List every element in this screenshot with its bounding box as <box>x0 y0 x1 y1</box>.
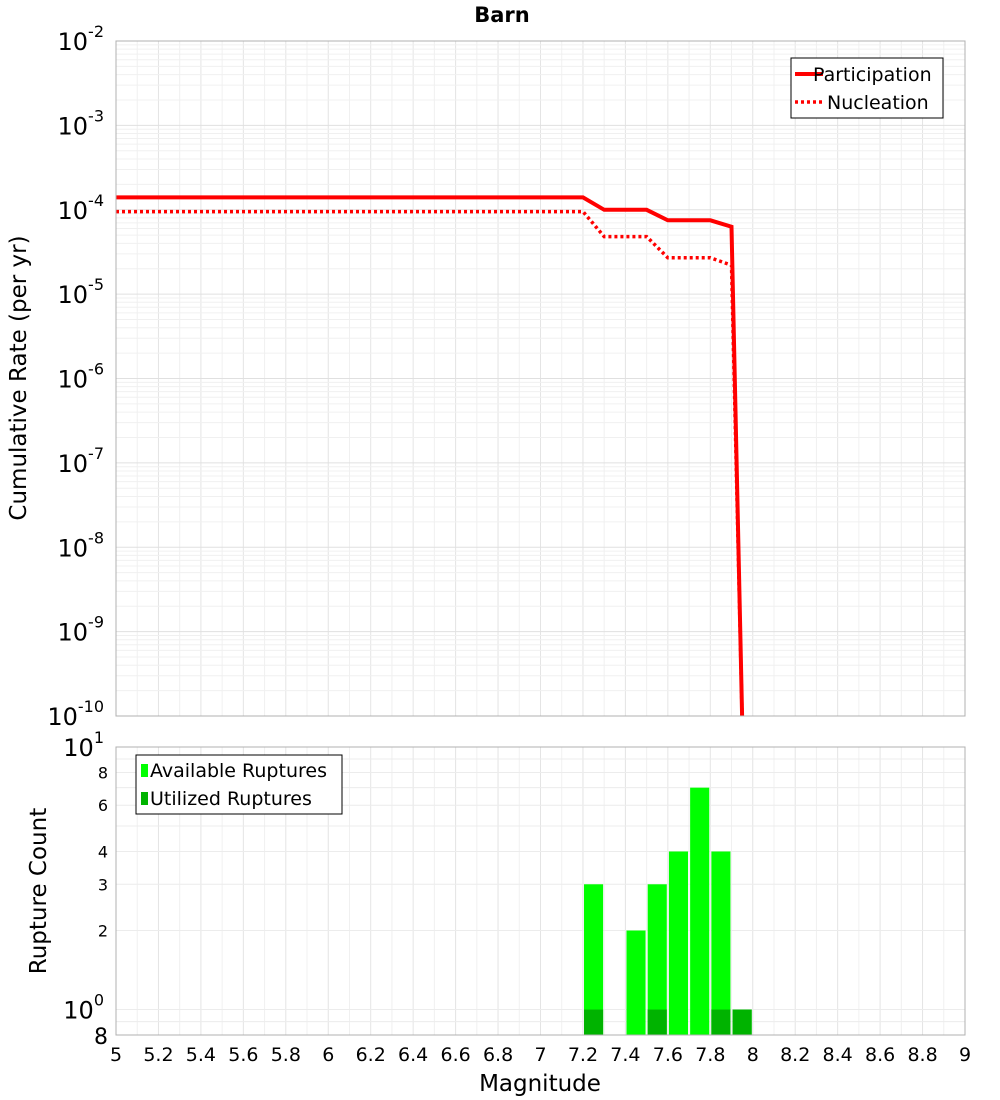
rate-legend-box <box>790 57 944 119</box>
legend-label-utilized-ruptures: Utilized Ruptures <box>150 788 312 810</box>
x-tick-label: 7.8 <box>695 1044 725 1066</box>
rate-y-tick-exponent: -6 <box>88 360 104 379</box>
rate-y-tick-label: 10-7 <box>58 444 105 478</box>
rate-y-tick-base: 10 <box>47 703 78 731</box>
count-plot-grid <box>115 746 966 1036</box>
rate-y-tick-exponent: -10 <box>78 697 104 716</box>
x-tick-label: 6 <box>322 1044 334 1066</box>
rate-y-tick-label: 10-4 <box>58 191 105 225</box>
bar-available-ruptures <box>584 884 604 1035</box>
x-tick-label: 5.4 <box>186 1044 216 1066</box>
rate-y-tick-label: 10-5 <box>58 275 105 309</box>
count-y-tick-base: 10 <box>63 734 94 762</box>
rate-plot-frame <box>115 40 966 717</box>
bar-available-ruptures <box>626 930 646 1035</box>
rate-y-tick-base: 10 <box>58 534 89 562</box>
chart-title: Barn <box>474 3 529 27</box>
count-y-tick-label: 101 <box>63 728 104 762</box>
rate-y-tick-label: 10-2 <box>58 22 105 56</box>
x-tick-label: 7 <box>534 1044 546 1066</box>
x-tick-label: 5.2 <box>143 1044 173 1066</box>
bar-utilized-ruptures <box>584 1009 604 1035</box>
x-tick-label: 6.6 <box>440 1044 470 1066</box>
rate-y-tick-label: 10-10 <box>47 697 104 731</box>
rate-y-tick-exponent: -5 <box>88 275 104 294</box>
count-y-tick-label: 8 <box>98 763 108 782</box>
rate-y-tick-label: 10-6 <box>58 360 105 394</box>
x-tick-label: 8.6 <box>865 1044 895 1066</box>
count-y-tick-label: 3 <box>98 875 108 894</box>
count-y-tick-label: 6 <box>98 796 108 815</box>
rate-y-tick-exponent: -4 <box>88 191 104 210</box>
rate-y-tick-exponent: -2 <box>88 22 104 41</box>
rate-y-tick-base: 10 <box>58 281 89 309</box>
count-bars-group <box>584 787 752 1035</box>
count-legend-box <box>135 754 343 815</box>
x-tick-label: 8 <box>747 1044 759 1066</box>
x-tick-label: 5.8 <box>271 1044 301 1066</box>
legend-swatch-utilized-ruptures <box>141 792 148 805</box>
x-tick-label: 7.2 <box>568 1044 598 1066</box>
legend-swatch-available-ruptures <box>141 764 148 777</box>
rate-y-tick-base: 10 <box>58 619 89 647</box>
rate-y-tick-exponent: -9 <box>88 613 104 632</box>
bar-available-ruptures <box>690 787 710 1035</box>
count-y-tick-exponent: 1 <box>94 728 104 747</box>
x-tick-label: 8.4 <box>823 1044 853 1066</box>
x-ticks: 5 5.2 5.4 5.6 5.8 6 6.2 6.4 6.6 6.8 7 7.2 7.4 7.6 7.8 8… <box>110 1044 971 1066</box>
rate-y-tick-exponent: -7 <box>88 444 104 463</box>
count-y-tick-label: 2 <box>98 922 108 941</box>
legend-label-participation: Participation <box>813 64 932 86</box>
x-tick-label: 6.4 <box>398 1044 428 1066</box>
legend-label-available-ruptures: Available Ruptures <box>150 760 327 782</box>
rate-series-group <box>116 195 745 717</box>
rate-y-tick-base: 10 <box>58 28 89 56</box>
rate-y-tick-base: 10 <box>58 197 89 225</box>
count-y-axis-label: Rupture Count <box>26 808 52 974</box>
rate-legend: Participation Nucleation <box>790 57 944 119</box>
x-axis-label: Magnitude <box>479 1071 601 1097</box>
x-tick-label: 9 <box>959 1044 971 1066</box>
x-tick-label: 7.6 <box>653 1044 683 1066</box>
bar-available-ruptures <box>711 851 731 1035</box>
x-tick-label: 8.2 <box>780 1044 810 1066</box>
x-tick-label: 5 <box>110 1044 122 1066</box>
rate-plot-grid <box>115 41 966 717</box>
count-y-tick-label: 4 <box>98 842 108 861</box>
rate-y-tick-label: 10-3 <box>58 106 105 140</box>
count-plot-frame <box>115 746 966 1036</box>
rate-y-tick-label: 10-8 <box>58 528 105 562</box>
legend-label-nucleation: Nucleation <box>827 92 929 114</box>
rate-y-axis-label: Cumulative Rate (per yr) <box>6 235 32 520</box>
x-tick-label: 8.8 <box>907 1044 937 1066</box>
x-tick-label: 7.4 <box>610 1044 640 1066</box>
rate-y-tick-base: 10 <box>58 366 89 394</box>
x-tick-label: 5.6 <box>228 1044 258 1066</box>
rate-y-tick-exponent: -3 <box>88 106 104 125</box>
bar-utilized-ruptures <box>647 1009 667 1035</box>
x-tick-label: 6.8 <box>483 1044 513 1066</box>
series-line-participation <box>116 195 745 717</box>
bar-utilized-ruptures <box>732 1009 752 1035</box>
x-tick-label: 6.2 <box>356 1044 386 1066</box>
count-y-tick-exponent: 0 <box>94 991 104 1010</box>
count-legend: Available Ruptures Utilized Ruptures <box>135 754 343 815</box>
bar-available-ruptures <box>647 884 667 1035</box>
rate-y-tick-exponent: -8 <box>88 528 104 547</box>
count-y-tick-label: 8 <box>94 1025 108 1050</box>
rate-y-tick-base: 10 <box>58 450 89 478</box>
count-y-tick-label: 100 <box>63 991 104 1025</box>
bar-utilized-ruptures <box>711 1009 731 1035</box>
bar-available-ruptures <box>668 851 689 1035</box>
rate-y-tick-base: 10 <box>58 112 89 140</box>
count-y-tick-base: 10 <box>63 997 94 1025</box>
rate-y-tick-label: 10-9 <box>58 613 105 647</box>
